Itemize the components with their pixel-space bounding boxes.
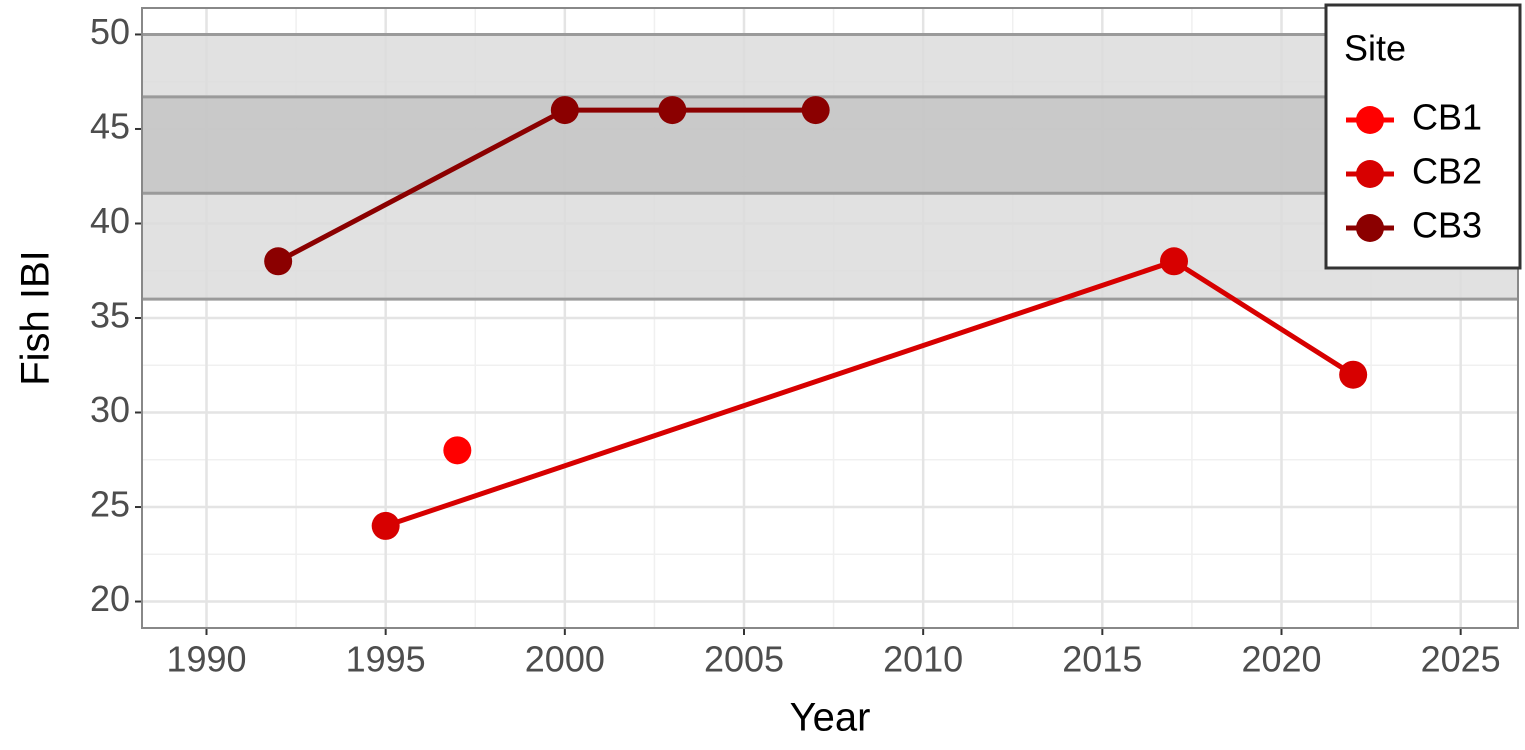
y-tick-label: 50 bbox=[90, 11, 130, 52]
x-tick-label: 2005 bbox=[704, 639, 784, 680]
data-point bbox=[550, 96, 579, 125]
y-tick-label: 35 bbox=[90, 295, 130, 336]
legend-marker bbox=[1356, 214, 1384, 242]
plot-area bbox=[142, 8, 1518, 628]
legend-label: CB1 bbox=[1412, 97, 1482, 138]
y-tick-label: 45 bbox=[90, 105, 130, 146]
y-tick-label: 25 bbox=[90, 484, 130, 525]
data-point bbox=[371, 511, 400, 540]
data-point bbox=[1160, 247, 1188, 276]
x-tick-label: 2010 bbox=[883, 639, 963, 680]
data-point bbox=[1339, 360, 1368, 389]
data-point bbox=[443, 436, 472, 465]
x-tick-label: 2015 bbox=[1062, 639, 1142, 680]
legend-label: CB3 bbox=[1412, 205, 1482, 246]
x-tick-label: 1990 bbox=[166, 639, 246, 680]
x-tick-label: 1995 bbox=[346, 639, 426, 680]
x-tick-label: 2020 bbox=[1241, 639, 1321, 680]
y-axis-label: Fish IBI bbox=[14, 250, 58, 386]
data-point bbox=[658, 96, 687, 125]
legend-title: Site bbox=[1344, 28, 1406, 69]
y-tick-label: 30 bbox=[90, 389, 130, 430]
legend-marker bbox=[1356, 106, 1384, 134]
series-line bbox=[277, 107, 816, 264]
y-tick-label: 40 bbox=[90, 200, 130, 241]
legend-label: CB2 bbox=[1412, 151, 1482, 192]
x-tick-label: 2025 bbox=[1421, 639, 1501, 680]
data-point bbox=[264, 247, 293, 276]
data-point bbox=[801, 96, 830, 125]
y-tick-label: 20 bbox=[90, 578, 130, 619]
panel-border bbox=[141, 7, 1519, 629]
x-tick-label: 2000 bbox=[525, 639, 605, 680]
legend-marker bbox=[1356, 160, 1384, 188]
reference-band bbox=[142, 96, 1518, 194]
x-axis-label: Year bbox=[790, 696, 871, 740]
